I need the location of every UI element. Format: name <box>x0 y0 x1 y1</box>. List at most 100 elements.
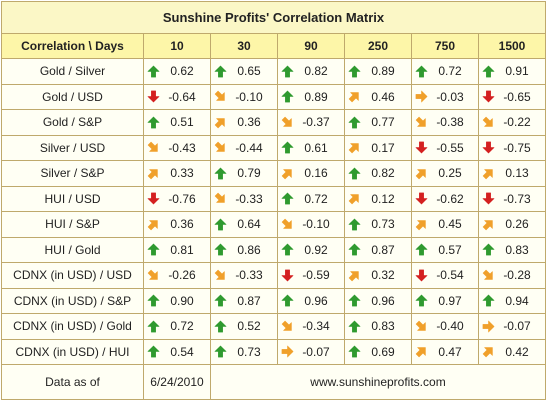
correlation-value: 0.45 <box>438 217 462 232</box>
arrow-up-icon <box>281 192 294 205</box>
column-header-1500: 1500 <box>478 33 546 59</box>
arrow-down-right-icon <box>147 142 158 152</box>
row-label: Gold / Silver <box>1 58 144 85</box>
table-row: Gold / S&P 0.51 0.36 -0.37 0.77 -0.38 -0.22 <box>1 109 546 136</box>
arrow-up-right-icon <box>281 169 292 179</box>
correlation-cell: 0.64 <box>210 211 278 238</box>
correlation-cell: 0.83 <box>478 236 546 263</box>
arrow-up-icon <box>214 320 227 333</box>
correlation-value: -0.59 <box>302 268 330 283</box>
correlation-value: 0.83 <box>371 319 395 334</box>
correlation-value: 0.92 <box>304 242 328 257</box>
arrow-up-icon <box>214 243 227 256</box>
correlation-cell: 0.91 <box>478 58 546 85</box>
correlation-cell: -0.10 <box>210 83 278 110</box>
correlation-cell: 0.96 <box>277 287 345 314</box>
row-label: CDNX (in USD) / Gold <box>1 313 144 340</box>
correlation-cell: -0.54 <box>411 262 479 289</box>
row-label: CDNX (in USD) / USD <box>1 262 144 289</box>
correlation-cell: 0.25 <box>411 160 479 187</box>
correlation-cell: 0.89 <box>277 83 345 110</box>
correlation-value: 0.87 <box>371 242 395 257</box>
arrow-up-icon <box>214 167 227 180</box>
correlation-value: 0.69 <box>371 344 395 359</box>
arrow-up-icon <box>348 65 361 78</box>
correlation-value: -0.10 <box>235 89 263 104</box>
table-row: CDNX (in USD) / S&P 0.90 0.87 0.96 0.96 0.97 0… <box>1 287 546 314</box>
correlation-value: 0.94 <box>505 293 529 308</box>
table-row: Gold / USD -0.64 -0.10 0.89 0.46 -0.03 -0.65 <box>1 83 546 110</box>
arrow-up-right-icon <box>348 92 359 103</box>
correlation-cell: 0.36 <box>210 109 278 136</box>
correlation-value: 0.97 <box>438 293 462 308</box>
correlation-cell: -0.64 <box>143 83 211 110</box>
correlation-cell: -0.33 <box>210 185 278 212</box>
correlation-cell: 0.65 <box>210 58 278 85</box>
arrow-up-icon <box>281 294 294 307</box>
correlation-cell: 0.87 <box>210 287 278 314</box>
arrow-up-icon <box>214 294 227 307</box>
correlation-value: -0.40 <box>436 319 464 334</box>
arrow-up-right-icon <box>415 347 426 358</box>
website-link[interactable]: www.sunshineprofits.com <box>210 364 546 400</box>
correlation-value: 0.65 <box>237 64 261 79</box>
correlation-value: -0.22 <box>503 115 531 130</box>
arrow-down-icon <box>482 141 495 154</box>
arrow-down-icon <box>415 141 428 154</box>
arrow-up-right-icon <box>147 169 158 179</box>
arrow-up-icon <box>415 243 428 256</box>
correlation-cell: 0.62 <box>143 58 211 85</box>
correlation-cell: 0.82 <box>344 160 412 187</box>
correlation-cell: 0.72 <box>411 58 479 85</box>
arrow-up-icon <box>281 141 294 154</box>
correlation-value: 0.73 <box>371 217 395 232</box>
correlation-value: 0.12 <box>371 191 395 206</box>
correlation-value: 0.17 <box>371 140 395 155</box>
arrow-up-icon <box>348 320 361 333</box>
arrow-up-icon <box>348 345 361 358</box>
table-row: HUI / S&P 0.36 0.64 -0.10 0.73 0.45 0.26 <box>1 211 546 238</box>
arrow-down-right-icon <box>147 269 158 280</box>
row-label: CDNX (in USD) / HUI <box>1 338 144 365</box>
correlation-value: -0.73 <box>503 191 531 206</box>
correlation-value: -0.26 <box>168 268 196 283</box>
arrow-down-right-icon <box>281 320 292 331</box>
correlation-value: -0.03 <box>436 89 464 104</box>
arrow-up-icon <box>147 116 160 129</box>
arrow-down-right-icon <box>415 116 426 127</box>
correlation-value: 0.72 <box>170 319 194 334</box>
arrow-right-icon <box>415 90 428 103</box>
column-header-row: Correlation \ Days 10 30 90 250 750 1500 <box>1 33 546 59</box>
correlation-cell: 0.36 <box>143 211 211 238</box>
arrow-up-icon <box>281 243 294 256</box>
column-header-90: 90 <box>277 33 345 59</box>
arrow-right-icon <box>281 345 294 358</box>
correlation-value: 0.64 <box>237 217 261 232</box>
correlation-cell: 0.79 <box>210 160 278 187</box>
arrow-up-right-icon <box>348 194 359 205</box>
correlation-value: 0.47 <box>438 344 462 359</box>
correlation-cell: -0.37 <box>277 109 345 136</box>
correlation-cell: 0.33 <box>143 160 211 187</box>
arrow-down-icon <box>281 269 294 282</box>
correlation-value: -0.33 <box>235 268 263 283</box>
correlation-cell: 0.94 <box>478 287 546 314</box>
correlation-cell: 0.69 <box>344 338 412 365</box>
arrow-up-icon <box>415 65 428 78</box>
correlation-value: 0.96 <box>371 293 395 308</box>
correlation-cell: -0.22 <box>478 109 546 136</box>
table-row: CDNX (in USD) / HUI 0.54 0.73 -0.07 0.69 0.47… <box>1 338 546 365</box>
correlation-value: 0.89 <box>304 89 328 104</box>
correlation-value: 0.73 <box>237 344 261 359</box>
correlation-value: 0.25 <box>438 166 462 181</box>
column-header-250: 250 <box>344 33 412 59</box>
arrow-down-icon <box>147 90 160 103</box>
correlation-cell: -0.38 <box>411 109 479 136</box>
correlation-cell: 0.32 <box>344 262 412 289</box>
arrow-down-right-icon <box>214 142 225 152</box>
arrow-down-icon <box>415 192 428 205</box>
correlation-value: 0.72 <box>438 64 462 79</box>
column-header-10: 10 <box>143 33 211 59</box>
correlation-value: -0.43 <box>168 140 196 155</box>
correlation-cell: 0.90 <box>143 287 211 314</box>
